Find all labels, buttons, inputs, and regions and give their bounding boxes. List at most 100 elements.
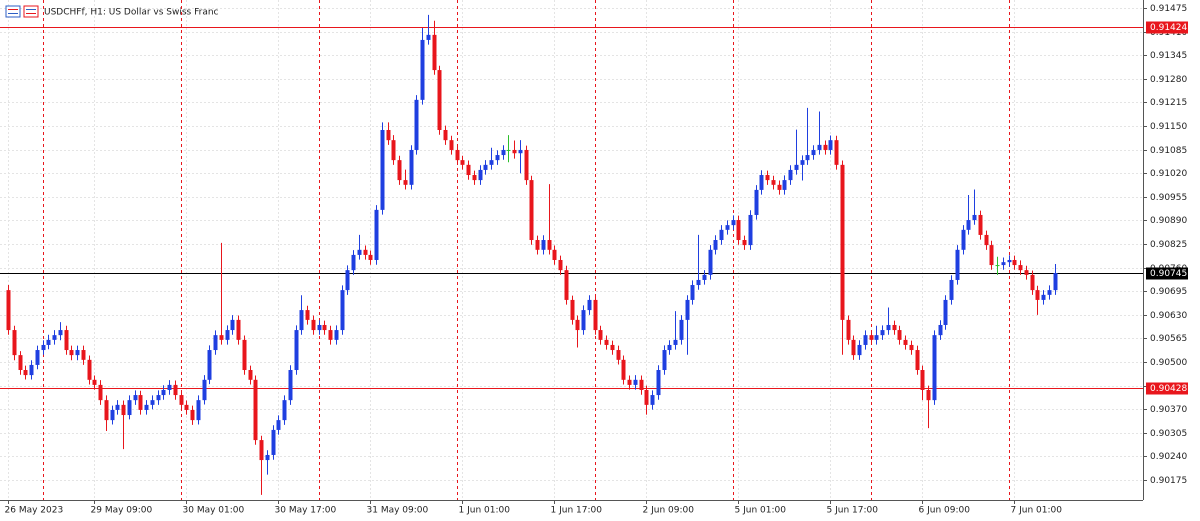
candle-body — [570, 299, 575, 320]
candle-body — [472, 175, 477, 181]
candle-body — [75, 350, 80, 356]
y-tick-label: 0.90500 — [1150, 358, 1187, 368]
candle-body — [656, 370, 661, 396]
candle-body — [87, 359, 92, 380]
candle-body — [598, 330, 603, 340]
candle-body — [213, 335, 218, 351]
y-tick-label: 0.91020 — [1150, 169, 1187, 179]
candle-body — [207, 350, 212, 380]
candle-body — [604, 339, 609, 345]
y-tick-label: 0.91280 — [1150, 75, 1187, 85]
candle-body — [437, 70, 442, 130]
candle-body — [777, 184, 782, 190]
candle-body — [811, 149, 816, 156]
candle-body — [115, 404, 120, 410]
candle-body — [363, 249, 368, 255]
candle-body — [662, 350, 667, 371]
y-tick-label: 0.90955 — [1150, 193, 1187, 203]
x-tick-label: 29 May 09:00 — [91, 506, 153, 516]
candle-body — [156, 395, 161, 401]
candle-body — [501, 149, 506, 156]
candle-body — [449, 140, 454, 150]
candle-body — [35, 350, 40, 365]
candle-body — [978, 214, 983, 235]
candle-body — [334, 330, 339, 340]
candle-body — [955, 249, 960, 280]
candle-body — [1047, 290, 1052, 295]
candle-body — [639, 379, 644, 390]
candle-body — [961, 229, 966, 250]
candle-body — [846, 319, 851, 340]
candle-body — [679, 319, 684, 340]
candle-body — [725, 225, 730, 230]
candle-body — [932, 335, 937, 401]
candle-body — [282, 400, 287, 421]
candle-body — [374, 209, 379, 260]
candle-body — [558, 259, 563, 271]
price-level-box — [1146, 267, 1188, 280]
candle-body — [167, 384, 172, 390]
candle-body — [1012, 259, 1017, 266]
candle-body — [265, 454, 270, 461]
candle-body — [972, 214, 977, 221]
price-level-box — [1146, 382, 1188, 395]
candle-body — [196, 400, 201, 421]
candle-body — [259, 440, 264, 461]
candle-body — [409, 149, 414, 185]
candle-body — [863, 335, 868, 345]
candle-body — [23, 370, 28, 376]
x-tick-label: 5 Jun 17:00 — [827, 506, 879, 516]
candle-body — [518, 149, 523, 154]
candle-body — [713, 240, 718, 250]
candle-body — [587, 299, 592, 311]
candle-body — [943, 299, 948, 325]
candle-body — [288, 370, 293, 401]
candle-body — [351, 254, 356, 271]
candle-body — [754, 189, 759, 215]
candle-body — [345, 270, 350, 291]
candle-body — [644, 389, 649, 405]
x-tick-label: 7 Jun 01:00 — [1011, 506, 1063, 516]
candle-body — [133, 395, 138, 401]
candle-body — [92, 379, 97, 385]
candle-body — [702, 274, 707, 280]
candle-body — [81, 350, 86, 360]
candle-body — [506, 149, 511, 151]
candle-body — [915, 350, 920, 371]
candle-body — [719, 229, 724, 241]
candle-body — [386, 129, 391, 141]
candle-body — [311, 319, 316, 331]
candle-body — [242, 339, 247, 371]
price-level-label: 0.90428 — [1150, 384, 1187, 394]
candle-body — [414, 99, 419, 150]
candle-body — [708, 249, 713, 275]
candle-body — [541, 240, 546, 250]
candle-body — [489, 160, 494, 165]
candle-body — [759, 175, 764, 190]
y-tick-label: 0.90695 — [1150, 287, 1187, 297]
candle-body — [190, 409, 195, 421]
y-tick-label: 0.90890 — [1150, 216, 1187, 226]
candle-body — [253, 379, 258, 441]
candle-body — [552, 249, 557, 260]
y-tick-label: 0.91475 — [1150, 4, 1187, 14]
candle-body — [179, 395, 184, 405]
candle-body — [173, 384, 178, 396]
candle-body — [368, 254, 373, 260]
y-tick-label: 0.90175 — [1150, 476, 1187, 486]
candle-body — [748, 214, 753, 246]
x-tick-label: 1 Jun 01:00 — [459, 506, 511, 516]
x-tick-label: 1 Jun 17:00 — [551, 506, 603, 516]
candle-body — [12, 330, 17, 356]
candle-body — [966, 220, 971, 230]
candle-body — [58, 330, 63, 336]
candle-body — [305, 310, 310, 320]
price-level-label: 0.91424 — [1150, 23, 1187, 33]
candle-body — [271, 429, 276, 455]
candle-body — [455, 149, 460, 161]
candle-body — [403, 180, 408, 185]
candle-body — [840, 164, 845, 320]
candle-body — [1007, 259, 1012, 263]
